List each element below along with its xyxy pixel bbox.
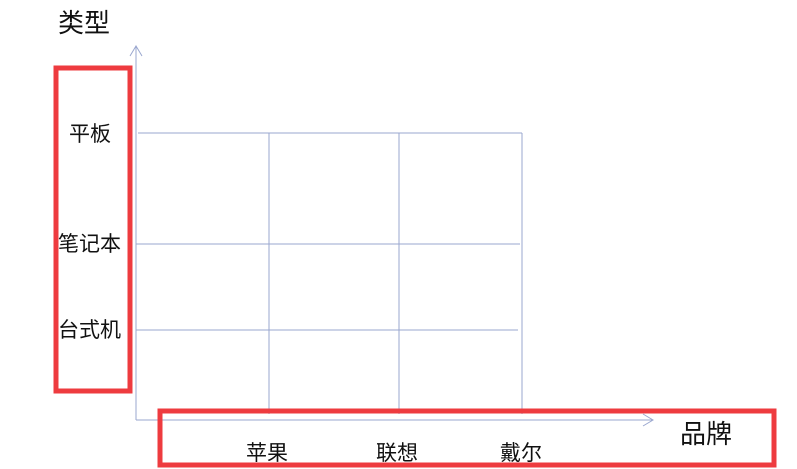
y-label-laptop: 笔记本	[58, 232, 121, 256]
x-label-dell: 戴尔	[500, 441, 542, 465]
y-axis-arrow	[129, 45, 143, 57]
y-label-desktop: 台式机	[58, 318, 121, 342]
x-labels-highlight-box	[157, 408, 777, 468]
x-axis-arrow	[642, 413, 654, 427]
x-label-apple: 苹果	[246, 441, 288, 465]
x-label-lenovo: 联想	[376, 441, 418, 465]
y-label-tablet: 平板	[69, 122, 111, 146]
y-labels-highlight-box	[53, 65, 133, 394]
y-axis-title: 类型	[58, 9, 110, 39]
x-axis-title: 品牌	[680, 420, 732, 450]
